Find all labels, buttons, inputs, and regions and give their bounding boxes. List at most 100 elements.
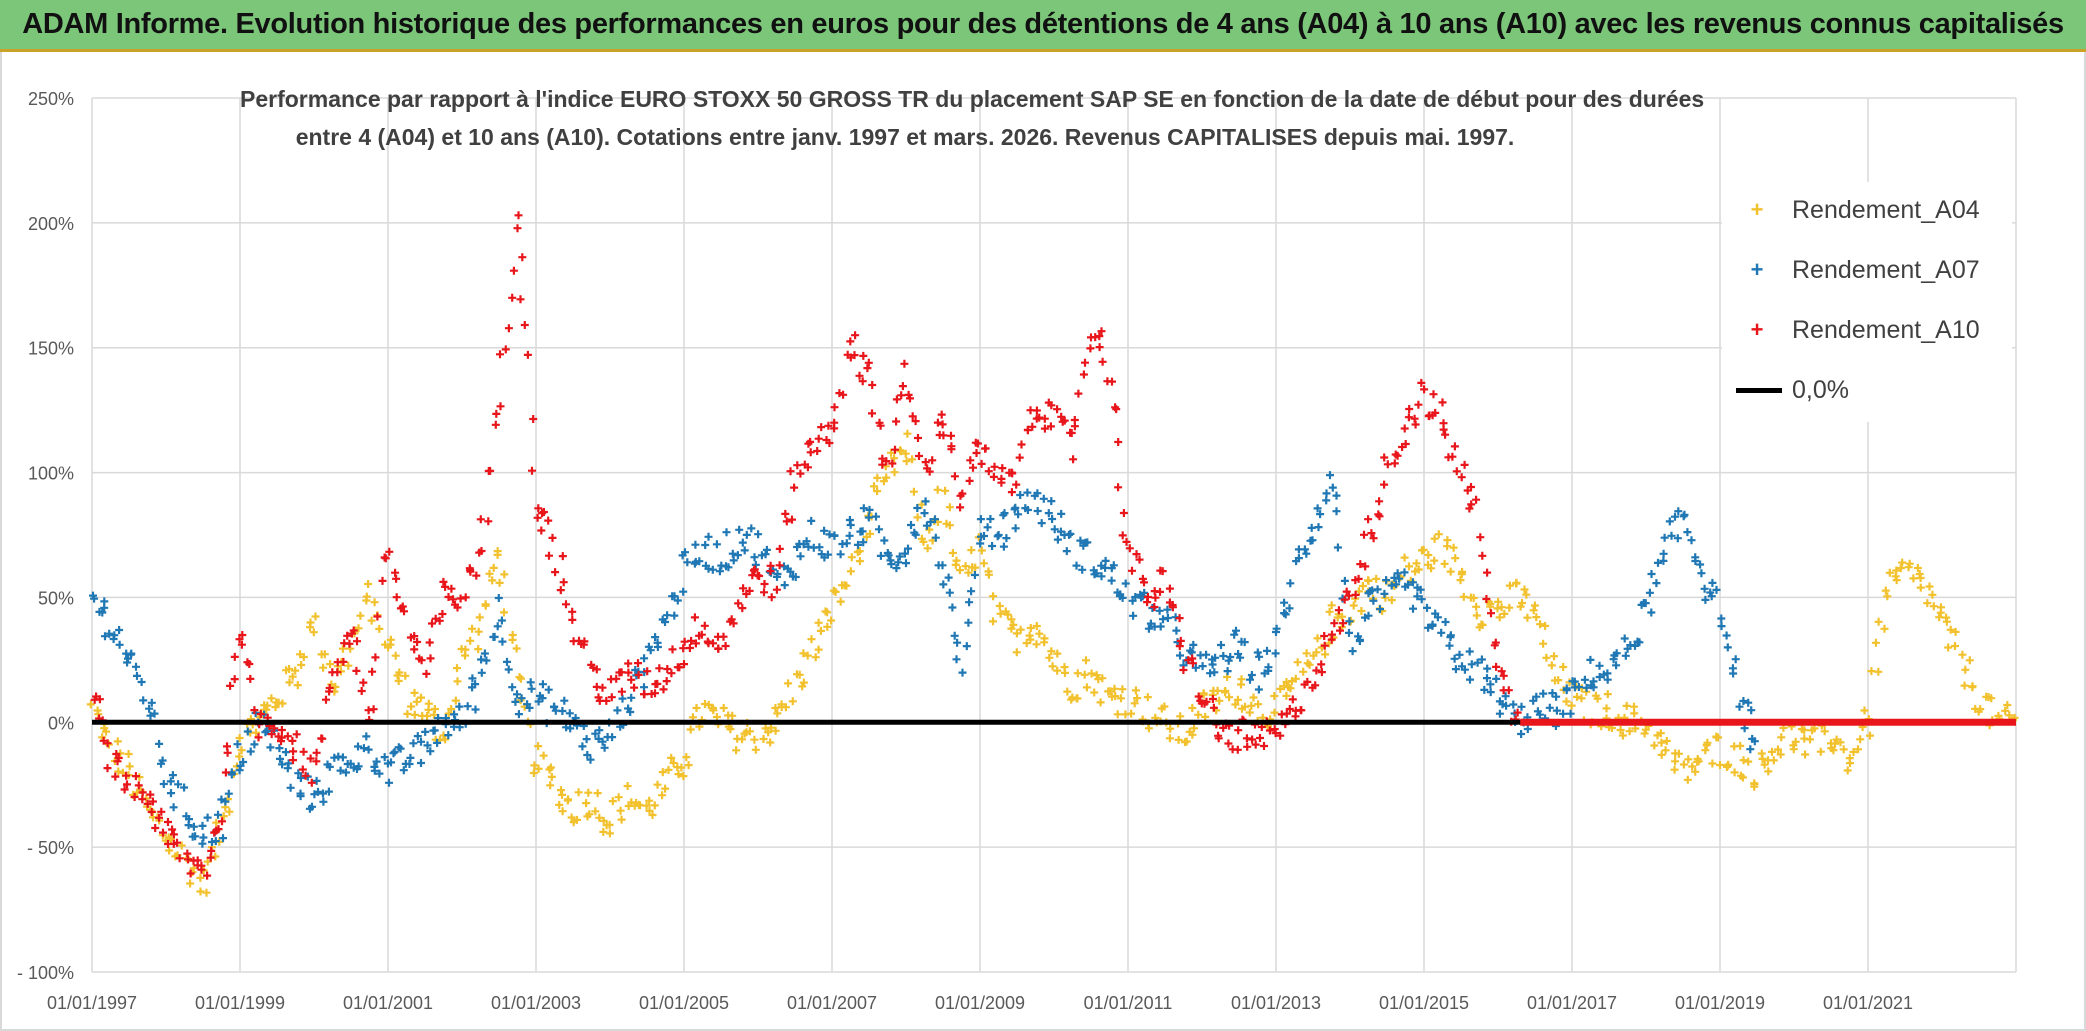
data-point-a07 xyxy=(670,592,679,601)
data-point-a07 xyxy=(1066,529,1075,538)
data-point-a07 xyxy=(1480,685,1489,694)
data-point-a10 xyxy=(103,739,112,748)
data-point-a07 xyxy=(565,709,574,718)
data-point-a07 xyxy=(1696,560,1705,569)
data-point-a07 xyxy=(1620,634,1629,643)
data-point-a07 xyxy=(1333,543,1342,552)
data-point-a10 xyxy=(1158,567,1167,576)
data-point-a04 xyxy=(225,807,234,816)
data-point-a10 xyxy=(410,632,419,641)
data-point-a10 xyxy=(381,554,390,563)
data-point-a10 xyxy=(1128,566,1136,575)
data-point-a07 xyxy=(1706,588,1715,597)
data-point-a10 xyxy=(793,461,802,470)
data-point-a10 xyxy=(981,444,990,453)
data-point-a04 xyxy=(1806,735,1814,744)
data-point-a07 xyxy=(948,603,957,612)
data-point-a04 xyxy=(738,735,746,744)
data-point-a04 xyxy=(1701,746,1710,755)
data-point-a04 xyxy=(1541,621,1550,630)
data-point-a10 xyxy=(1165,584,1174,593)
legend-line-zero xyxy=(1736,387,1782,393)
data-point-a10 xyxy=(915,452,923,460)
data-point-a10 xyxy=(1060,416,1069,425)
data-point-a07 xyxy=(1580,675,1589,684)
data-point-a07 xyxy=(429,726,438,735)
data-point-a07 xyxy=(1652,579,1661,588)
data-point-a07 xyxy=(167,789,175,798)
data-point-a04 xyxy=(593,789,602,798)
data-point-a04 xyxy=(1016,625,1025,634)
data-point-a04 xyxy=(1946,625,1955,634)
data-point-a10 xyxy=(230,652,239,661)
data-point-a07 xyxy=(595,726,604,735)
data-point-a04 xyxy=(1708,759,1717,768)
data-point-a10 xyxy=(447,584,456,593)
data-point-a07 xyxy=(1176,651,1184,660)
data-point-a04 xyxy=(461,651,469,660)
data-point-a07 xyxy=(409,739,418,748)
data-point-a07 xyxy=(921,497,930,506)
data-point-a04 xyxy=(1820,727,1829,736)
data-point-a07 xyxy=(417,737,425,746)
data-point-a04 xyxy=(1495,613,1504,622)
data-point-a04 xyxy=(1880,624,1889,633)
data-point-a07 xyxy=(1163,614,1172,622)
data-point-a04 xyxy=(1961,665,1970,674)
data-point-a10 xyxy=(289,747,298,756)
data-point-a04 xyxy=(1764,767,1773,776)
data-point-a07 xyxy=(266,743,275,752)
data-point-a07 xyxy=(261,728,270,737)
data-point-a04 xyxy=(759,735,768,743)
data-point-a04 xyxy=(1965,656,1974,665)
data-point-a04 xyxy=(827,616,836,625)
data-point-a07 xyxy=(1486,680,1495,689)
data-point-a07 xyxy=(735,525,744,534)
data-point-a10 xyxy=(1285,705,1294,713)
data-point-a04 xyxy=(1446,567,1455,576)
data-point-a10 xyxy=(760,588,768,597)
data-point-a10 xyxy=(662,677,671,686)
data-point-a04 xyxy=(605,829,614,838)
data-point-a07 xyxy=(1387,581,1396,590)
data-point-a10 xyxy=(1015,453,1024,462)
data-point-a10 xyxy=(680,660,688,669)
data-point-a04 xyxy=(1567,701,1576,710)
data-point-a10 xyxy=(598,683,607,692)
data-point-a04 xyxy=(977,546,986,555)
data-point-a10 xyxy=(428,619,436,628)
data-point-a07 xyxy=(497,616,506,625)
data-point-a04 xyxy=(475,613,484,622)
data-point-a07 xyxy=(157,759,165,768)
data-point-a10 xyxy=(640,690,649,699)
data-point-a04 xyxy=(1247,701,1256,710)
data-point-a04 xyxy=(679,772,688,781)
data-point-a10 xyxy=(990,462,999,471)
data-point-a07 xyxy=(742,530,751,539)
data-point-a10 xyxy=(709,639,717,648)
data-point-a10 xyxy=(267,730,276,739)
data-point-a07 xyxy=(740,546,749,555)
data-point-a10 xyxy=(143,799,152,808)
data-point-a10 xyxy=(888,459,897,468)
data-point-a10 xyxy=(1007,488,1016,497)
data-point-a07 xyxy=(786,567,795,576)
data-point-a04 xyxy=(429,710,438,719)
data-point-a07 xyxy=(444,731,453,740)
data-point-a04 xyxy=(1836,738,1845,747)
data-point-a07 xyxy=(858,527,867,536)
x-tick-label: 01/01/2019 xyxy=(1675,993,1765,1013)
data-point-a07 xyxy=(1156,622,1165,631)
data-point-a07 xyxy=(1300,545,1309,554)
data-point-a04 xyxy=(558,807,567,816)
data-point-a04 xyxy=(235,734,244,742)
data-point-a04 xyxy=(1616,726,1625,734)
data-point-a10 xyxy=(357,687,366,695)
data-point-a04 xyxy=(563,796,572,805)
data-point-a07 xyxy=(527,684,536,693)
data-point-a10 xyxy=(923,464,932,473)
data-point-a04 xyxy=(1670,765,1679,774)
legend-marker-a04: + xyxy=(1750,197,1764,222)
data-point-a04 xyxy=(1739,756,1748,765)
data-point-a10 xyxy=(973,439,982,448)
